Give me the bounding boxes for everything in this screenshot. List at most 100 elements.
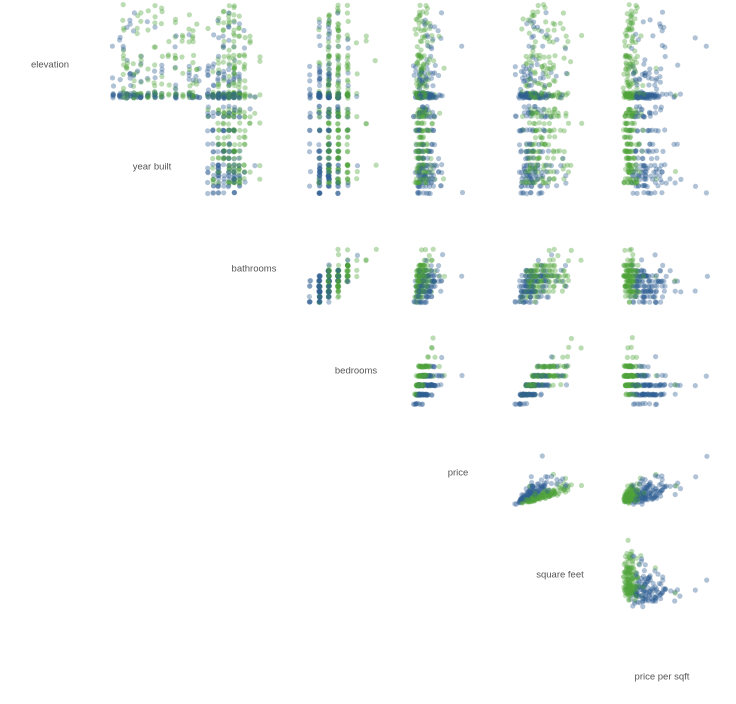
data-point <box>550 20 556 26</box>
data-point <box>205 72 211 78</box>
data-point <box>335 91 341 97</box>
data-point <box>550 257 556 263</box>
data-point <box>417 92 424 98</box>
data-point <box>633 9 639 15</box>
data-point <box>622 90 628 96</box>
data-point <box>194 93 200 99</box>
data-point <box>643 93 649 99</box>
data-point <box>634 92 640 98</box>
data-point <box>220 93 227 99</box>
data-point <box>194 81 200 87</box>
data-point <box>418 28 424 34</box>
data-point <box>663 91 669 97</box>
data-point <box>231 91 237 97</box>
data-point <box>557 92 563 98</box>
data-point <box>225 127 232 133</box>
data-point <box>194 21 200 27</box>
data-point <box>517 91 523 97</box>
data-point <box>173 95 179 101</box>
data-point <box>653 91 660 97</box>
data-point <box>247 38 253 44</box>
data-point <box>648 91 655 97</box>
data-point <box>419 94 425 101</box>
data-point <box>326 61 332 67</box>
data-point <box>630 401 637 407</box>
data-point <box>410 63 417 69</box>
data-point <box>416 91 423 97</box>
data-point <box>440 176 447 182</box>
data-point <box>326 54 332 60</box>
data-point <box>345 182 351 189</box>
data-point <box>415 94 421 100</box>
data-point <box>226 94 232 100</box>
data-point <box>220 9 226 15</box>
data-point <box>325 56 331 62</box>
data-point <box>627 90 633 96</box>
data-point <box>551 246 557 252</box>
data-point <box>641 95 647 101</box>
data-point <box>539 81 545 88</box>
data-point <box>427 92 433 98</box>
data-point <box>413 68 419 74</box>
data-point <box>237 180 243 186</box>
data-point <box>539 89 545 95</box>
data-point <box>428 44 434 50</box>
data-point <box>326 72 332 78</box>
data-point <box>534 52 540 59</box>
data-point <box>317 72 323 78</box>
data-point <box>639 93 645 99</box>
data-point <box>422 22 428 28</box>
data-point <box>530 93 536 99</box>
data-point <box>247 114 253 120</box>
data-point <box>537 75 544 81</box>
data-point <box>531 79 537 85</box>
data-point <box>423 3 429 9</box>
data-point <box>526 95 533 101</box>
data-point <box>252 94 258 100</box>
data-point <box>625 93 631 99</box>
data-point <box>131 93 137 99</box>
data-point <box>542 4 548 11</box>
data-point <box>152 75 158 81</box>
data-point <box>190 93 196 99</box>
data-point <box>152 94 158 101</box>
data-point <box>216 35 222 41</box>
data-point <box>425 90 431 96</box>
data-point <box>215 17 221 24</box>
data-point <box>543 474 549 480</box>
data-point <box>232 83 238 89</box>
data-point <box>159 9 165 15</box>
data-point <box>134 30 140 37</box>
data-point <box>252 110 258 116</box>
data-point <box>416 56 422 62</box>
data-point <box>528 93 534 99</box>
data-point <box>221 94 227 100</box>
data-point <box>563 180 569 186</box>
data-point <box>546 91 552 97</box>
data-point <box>421 90 427 96</box>
data-point <box>625 257 631 263</box>
data-point <box>325 173 331 179</box>
data-point <box>215 95 222 101</box>
data-point <box>231 18 237 24</box>
data-point <box>336 155 342 161</box>
data-point <box>190 92 196 98</box>
data-point <box>210 92 216 98</box>
data-point <box>420 64 426 70</box>
data-point <box>671 141 677 147</box>
data-point <box>138 53 144 59</box>
data-point <box>354 252 360 258</box>
data-point <box>325 94 332 100</box>
data-point <box>117 37 123 43</box>
data-point <box>231 113 237 119</box>
data-point <box>629 59 635 65</box>
data-point <box>415 180 421 186</box>
data-point <box>215 20 221 26</box>
data-point <box>307 91 313 97</box>
data-point <box>623 93 629 99</box>
data-point <box>325 24 332 30</box>
data-point <box>205 63 211 69</box>
data-point <box>639 155 646 161</box>
data-point <box>416 94 422 101</box>
